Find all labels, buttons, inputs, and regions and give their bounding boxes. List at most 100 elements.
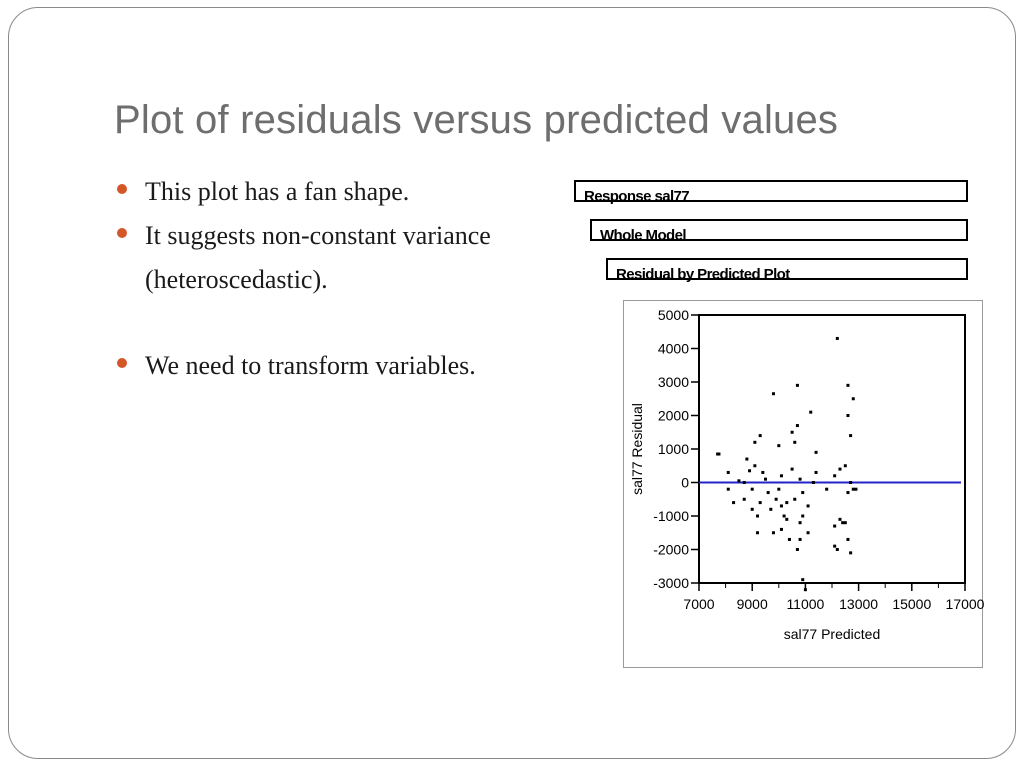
data-point — [833, 474, 837, 478]
data-point — [793, 497, 797, 501]
data-point — [756, 514, 760, 518]
bullet-dot-icon — [117, 184, 127, 194]
data-point — [849, 551, 853, 555]
data-point — [854, 487, 858, 491]
residual-scatter-plot: 5000 4000 3000 2000 1000 0 -1000 -2000 -3000 7000… — [629, 307, 984, 642]
y-tick-label: 4000 — [658, 341, 689, 357]
data-point — [758, 501, 762, 505]
data-point — [717, 452, 721, 456]
data-point — [846, 491, 850, 495]
y-tick-label: 2000 — [658, 408, 689, 424]
data-point — [785, 517, 789, 521]
data-point — [795, 383, 799, 387]
data-point — [835, 336, 839, 340]
data-point — [825, 487, 829, 491]
bullet-text: It suggests non-constant variance (heter… — [145, 221, 491, 294]
data-point — [726, 487, 730, 491]
data-point — [742, 497, 746, 501]
data-point — [790, 467, 794, 471]
data-point — [843, 464, 847, 468]
whole-model-panel-label: Whole Model — [600, 227, 686, 244]
bullet-dot-icon — [117, 228, 127, 238]
data-point — [742, 481, 746, 484]
x-tick-label: 7000 — [683, 596, 714, 612]
bullet-text: This plot has a fan shape. — [145, 177, 410, 206]
x-axis-label: sal77 Predicted — [784, 626, 881, 642]
x-tick-label: 17000 — [946, 596, 984, 612]
data-point — [777, 444, 781, 448]
data-point — [801, 578, 805, 582]
data-point — [841, 521, 845, 525]
data-point — [771, 392, 775, 396]
data-point — [798, 521, 802, 525]
whole-model-panel-header[interactable]: Whole Model — [590, 219, 968, 244]
data-point — [801, 491, 805, 495]
data-point — [849, 481, 853, 484]
data-point — [732, 501, 736, 505]
data-point — [849, 434, 853, 438]
data-point — [838, 517, 842, 521]
data-point — [748, 469, 752, 473]
x-tick-label: 15000 — [892, 596, 931, 612]
data-point — [833, 524, 837, 528]
data-point — [809, 410, 813, 414]
y-tick-label: -2000 — [653, 542, 689, 558]
data-point — [758, 434, 762, 438]
data-point — [846, 383, 850, 387]
bullet-text: We need to transform variables. — [145, 351, 476, 380]
data-point — [750, 507, 754, 511]
data-point — [745, 457, 749, 461]
y-tick-label: 0 — [681, 475, 689, 491]
data-point — [806, 504, 810, 508]
data-point — [753, 464, 757, 468]
data-point — [795, 548, 799, 551]
data-point — [795, 424, 799, 428]
plot-frame — [698, 314, 966, 584]
x-tick-label: 13000 — [839, 596, 878, 612]
y-tick-label: -1000 — [653, 508, 689, 524]
bullet-item: We need to transform variables. — [116, 344, 556, 388]
data-point — [771, 531, 775, 535]
bullet-item: This plot has a fan shape. — [116, 170, 556, 214]
slide-title: Plot of residuals versus predicted value… — [114, 98, 839, 142]
data-point — [753, 440, 757, 444]
data-point — [843, 521, 847, 525]
data-point — [737, 479, 741, 483]
data-point — [790, 430, 794, 434]
data-point — [782, 514, 786, 518]
y-tick-label: 1000 — [658, 441, 689, 457]
data-point — [798, 537, 802, 541]
data-point — [811, 481, 815, 484]
data-point — [726, 470, 730, 474]
response-panel-label: Response sal77 — [584, 188, 690, 205]
data-point — [814, 450, 818, 454]
residual-plot-chart: 5000 4000 3000 2000 1000 0 -1000 -2000 -3000 7000… — [623, 300, 984, 668]
data-point — [785, 501, 789, 505]
data-point — [851, 487, 855, 491]
bullet-item: It suggests non-constant variance (heter… — [116, 214, 556, 302]
x-tick-label: 9000 — [737, 596, 768, 612]
data-point — [801, 514, 805, 518]
data-point — [756, 531, 760, 535]
data-point — [779, 474, 783, 478]
data-point — [774, 497, 778, 501]
data-point — [766, 491, 770, 495]
data-point — [764, 477, 767, 481]
data-point — [779, 504, 783, 508]
y-tick-label: 3000 — [658, 374, 689, 390]
data-point — [793, 440, 797, 444]
data-point — [769, 507, 773, 511]
data-point — [838, 467, 842, 471]
y-axis-label: sal77 Residual — [629, 403, 645, 495]
data-point — [761, 470, 765, 474]
data-point — [777, 487, 781, 491]
data-point — [814, 470, 818, 474]
bullet-dot-icon — [117, 358, 127, 368]
y-tick-label: 5000 — [658, 307, 689, 323]
response-panel-header[interactable]: Response sal77 — [574, 180, 968, 205]
data-point — [779, 527, 783, 531]
residual-plot-panel-header[interactable]: Residual by Predicted Plot — [606, 258, 968, 283]
data-point — [806, 531, 810, 535]
data-point — [835, 548, 839, 551]
data-point — [750, 487, 754, 491]
